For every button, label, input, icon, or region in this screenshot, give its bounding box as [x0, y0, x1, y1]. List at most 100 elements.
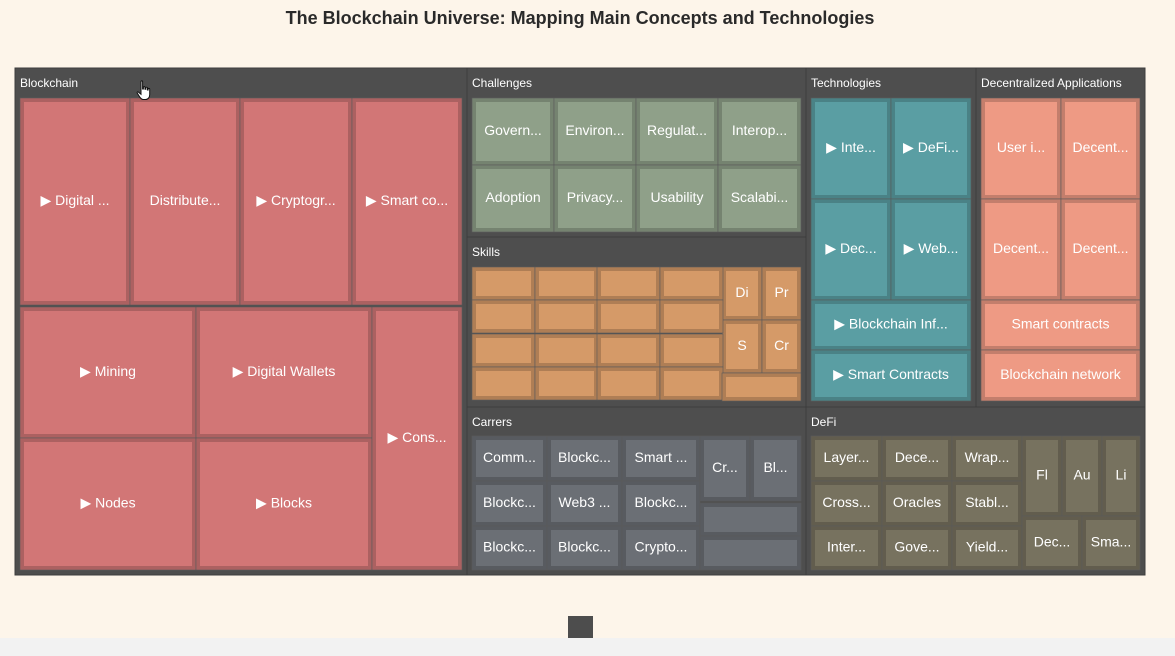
- treemap-leaf[interactable]: ▶ Dec...: [810, 198, 892, 301]
- treemap-leaf[interactable]: Cr: [761, 319, 802, 374]
- treemap-leaf[interactable]: Fl: [1021, 435, 1063, 517]
- treemap-leaf[interactable]: ▶ Digital ...: [19, 97, 131, 306]
- treemap-leaf[interactable]: ▶ Blocks: [195, 437, 373, 571]
- treemap-leaf[interactable]: ▶ Smart co...: [351, 97, 463, 306]
- treemap-leaf[interactable]: Smart contracts: [980, 299, 1141, 351]
- treemap-leaf[interactable]: Li: [1101, 435, 1141, 517]
- treemap-leaf[interactable]: Comm...: [471, 435, 548, 482]
- group-label-blockchain: Blockchain: [20, 76, 78, 90]
- treemap-leaf[interactable]: ▶ Inte...: [810, 97, 892, 200]
- treemap-leaf[interactable]: Distribute...: [129, 97, 241, 306]
- treemap-leaf[interactable]: Govern...: [471, 97, 555, 166]
- treemap-leaf[interactable]: User i...: [980, 97, 1062, 200]
- leaf-fill: [476, 440, 543, 477]
- leaf-fill: [640, 169, 714, 228]
- leaf-label: Dec...: [1034, 534, 1071, 550]
- leaf-fill: [886, 485, 948, 522]
- treemap-leaf[interactable]: Scalabi...: [717, 164, 802, 233]
- treemap-leaf[interactable]: Blockc...: [471, 480, 548, 527]
- treemap-leaf[interactable]: Cross...: [810, 480, 883, 527]
- treemap-leaf[interactable]: [659, 266, 724, 301]
- leaf-fill: [1026, 440, 1058, 512]
- treemap-leaf[interactable]: [471, 266, 536, 301]
- treemap-leaf[interactable]: Layer...: [810, 435, 883, 482]
- treemap-leaf[interactable]: Cr...: [699, 435, 751, 502]
- treemap-leaf[interactable]: Blockc...: [471, 525, 548, 571]
- leaf-fill: [956, 530, 1018, 566]
- leaf-fill: [766, 271, 797, 316]
- treemap-leaf[interactable]: Blockc...: [621, 480, 701, 527]
- treemap-leaf[interactable]: Blockc...: [546, 525, 623, 571]
- treemap-leaf[interactable]: Regulat...: [635, 97, 719, 166]
- treemap-leaf[interactable]: Interop...: [717, 97, 802, 166]
- treemap-leaf[interactable]: Gove...: [881, 525, 953, 571]
- leaf-label: Oracles: [893, 494, 941, 510]
- treemap-leaf[interactable]: ▶ Blockchain Inf...: [810, 299, 972, 351]
- treemap-leaf[interactable]: Blockchain network: [980, 349, 1141, 402]
- treemap-leaf[interactable]: [534, 333, 599, 368]
- treemap-leaf[interactable]: Adoption: [471, 164, 555, 233]
- treemap-leaf[interactable]: [534, 299, 599, 334]
- treemap-leaf[interactable]: [596, 333, 661, 368]
- treemap-leaf[interactable]: [659, 366, 724, 401]
- treemap-leaf[interactable]: ▶ Digital Wallets: [195, 306, 373, 439]
- leaf-fill: [558, 169, 632, 228]
- treemap-leaf[interactable]: Dec...: [1021, 515, 1083, 571]
- leaf-label: Cr: [774, 337, 789, 353]
- treemap-leaf[interactable]: ▶ Nodes: [19, 437, 197, 571]
- treemap-leaf[interactable]: [596, 366, 661, 401]
- treemap-leaf[interactable]: [699, 535, 802, 571]
- treemap-leaf[interactable]: Dece...: [881, 435, 953, 482]
- treemap-leaf[interactable]: ▶ Smart Contracts: [810, 349, 972, 402]
- treemap-leaf[interactable]: ▶ Cons...: [371, 306, 463, 571]
- treemap-leaf[interactable]: Pr: [761, 266, 802, 321]
- treemap-leaf[interactable]: S: [721, 319, 763, 374]
- treemap-leaf[interactable]: Usability: [635, 164, 719, 233]
- leaf-label: Bl...: [763, 459, 787, 475]
- treemap-leaf[interactable]: Web3 ...: [546, 480, 623, 527]
- treemap-leaf[interactable]: [596, 266, 661, 301]
- treemap-leaf[interactable]: Crypto...: [621, 525, 701, 571]
- treemap-leaf[interactable]: [534, 266, 599, 301]
- treemap-leaf[interactable]: ▶ DeFi...: [890, 97, 972, 200]
- treemap-leaf[interactable]: Smart ...: [621, 435, 701, 482]
- treemap-leaf[interactable]: Yield...: [951, 525, 1023, 571]
- treemap-leaf[interactable]: Di: [721, 266, 763, 321]
- treemap-leaf[interactable]: [471, 333, 536, 368]
- leaf-fill: [601, 338, 656, 363]
- leaf-fill: [551, 485, 618, 522]
- treemap-leaf[interactable]: Au: [1061, 435, 1103, 517]
- treemap-leaf[interactable]: Stabl...: [951, 480, 1023, 527]
- treemap-leaf[interactable]: [659, 299, 724, 334]
- treemap-leaf[interactable]: [471, 366, 536, 401]
- treemap-leaf[interactable]: Blockc...: [546, 435, 623, 482]
- treemap-leaf[interactable]: Wrap...: [951, 435, 1023, 482]
- treemap-leaf[interactable]: [721, 372, 802, 402]
- treemap-leaf[interactable]: [534, 366, 599, 401]
- scroll-handle[interactable]: [568, 616, 593, 638]
- treemap-leaf[interactable]: Decent...: [980, 198, 1062, 301]
- treemap-leaf[interactable]: Environ...: [553, 97, 637, 166]
- leaf-fill: [664, 371, 719, 396]
- treemap-leaf[interactable]: ▶ Cryptogr...: [239, 97, 353, 306]
- treemap-leaf[interactable]: Oracles: [881, 480, 953, 527]
- treemap-leaf[interactable]: Inter...: [810, 525, 883, 571]
- leaf-fill: [1066, 440, 1098, 512]
- treemap-leaf[interactable]: ▶ Web...: [890, 198, 972, 301]
- leaf-fill: [815, 530, 878, 566]
- leaf-label: Smart ...: [635, 449, 688, 465]
- treemap-leaf[interactable]: [596, 299, 661, 334]
- chart-title: The Blockchain Universe: Mapping Main Co…: [285, 8, 875, 28]
- treemap-leaf[interactable]: [699, 502, 802, 537]
- leaf-label: ▶ DeFi...: [903, 139, 959, 155]
- treemap-leaf[interactable]: Privacy...: [553, 164, 637, 233]
- treemap-leaf[interactable]: [659, 333, 724, 368]
- treemap-leaf[interactable]: [471, 299, 536, 334]
- treemap-leaf[interactable]: Bl...: [749, 435, 802, 502]
- treemap-leaf[interactable]: ▶ Mining: [19, 306, 197, 439]
- treemap-leaf[interactable]: Decent...: [1060, 198, 1141, 301]
- leaf-label: Smart contracts: [1011, 316, 1109, 332]
- treemap-leaf[interactable]: Decent...: [1060, 97, 1141, 200]
- treemap-leaf[interactable]: Sma...: [1081, 515, 1141, 571]
